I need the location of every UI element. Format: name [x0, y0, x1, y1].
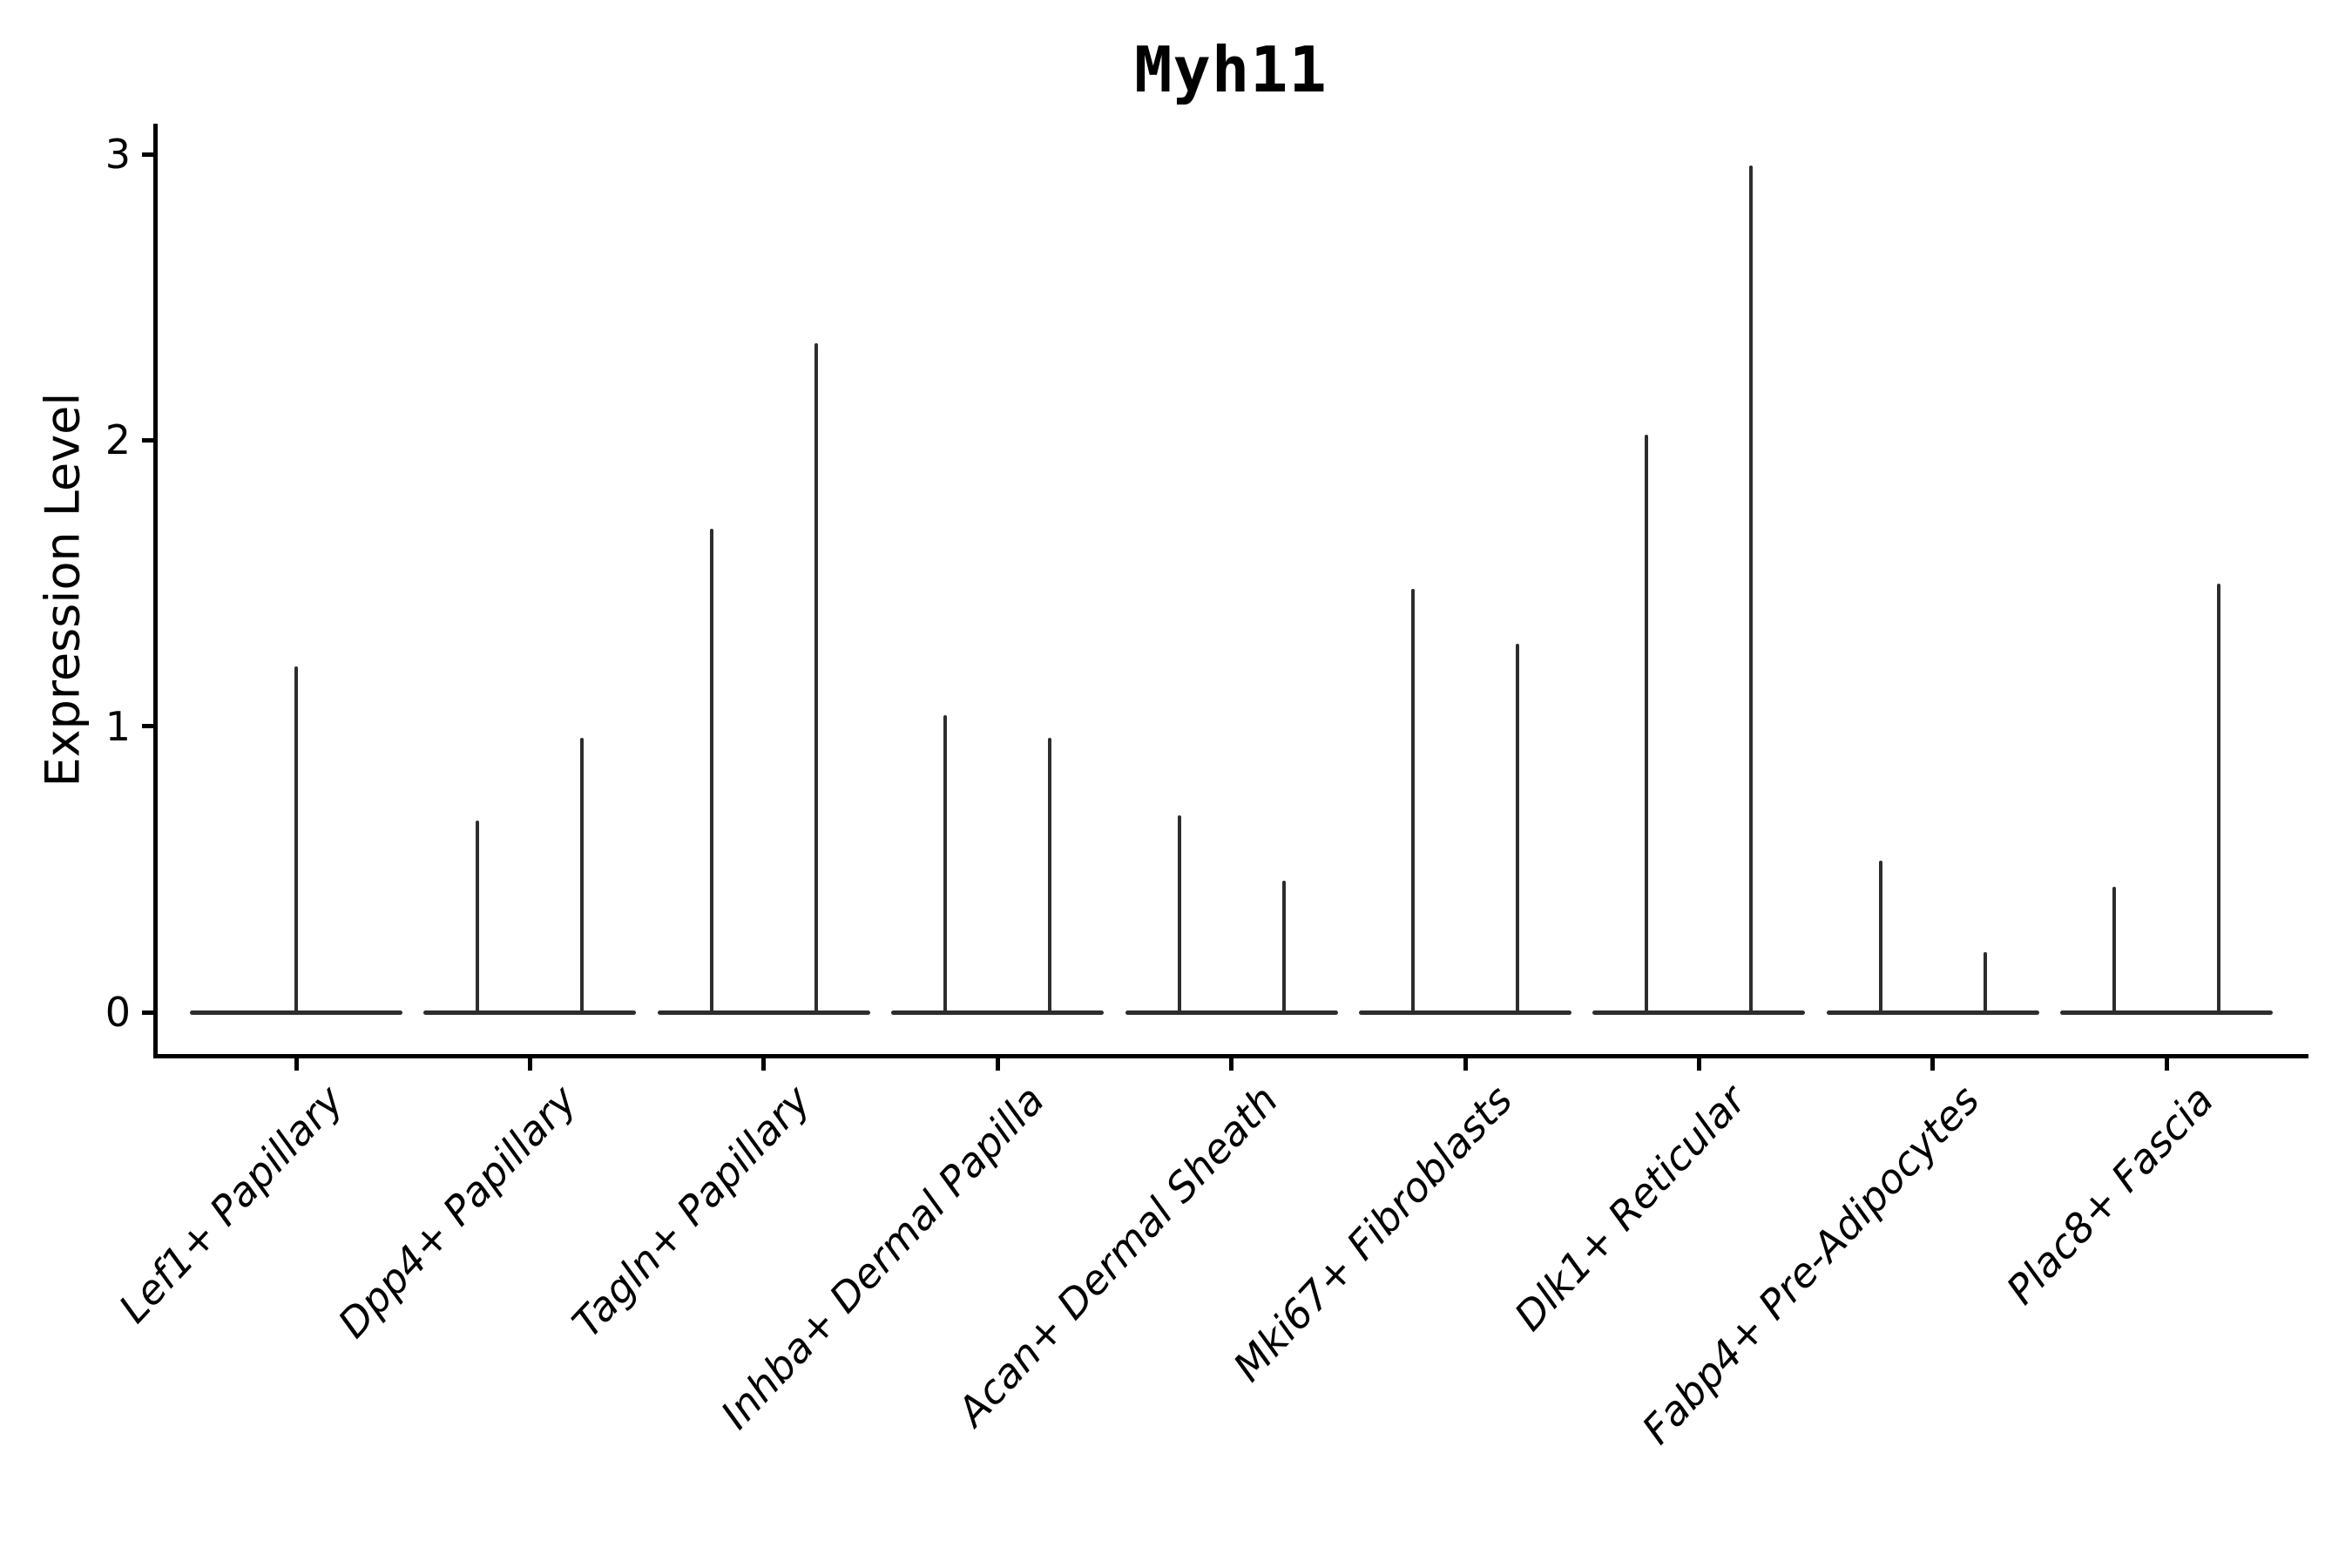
violin-baseline	[891, 1010, 1105, 1015]
violin-spike	[580, 737, 585, 1015]
violin-spike	[1749, 166, 1754, 1015]
x-tick-label: Lef1+ Papillary	[109, 1076, 353, 1332]
violin-baseline	[1125, 1010, 1338, 1015]
violin-spike	[943, 714, 948, 1015]
violin-baseline	[1359, 1010, 1571, 1015]
y-tick-label: 2	[105, 416, 131, 464]
x-axis-line	[153, 1054, 2308, 1058]
x-tick-label: Dpp4+ Papillary	[328, 1076, 586, 1348]
x-tick-mark	[527, 1058, 532, 1071]
x-tick-label: Plac8+ Fascia	[1997, 1076, 2223, 1314]
x-tick-label: Dlk1+ Reticular	[1504, 1076, 1755, 1340]
y-tick-mark	[142, 152, 156, 157]
violin-spike	[1411, 589, 1415, 1015]
chart-title: Myh11	[1134, 33, 1328, 106]
violin-spike	[1281, 881, 1286, 1015]
violin-spike	[814, 342, 818, 1015]
violin-spike	[1645, 434, 1649, 1015]
violin-spike	[1516, 643, 1519, 1015]
x-tick-mark	[761, 1058, 767, 1071]
x-tick-mark	[2164, 1058, 2169, 1071]
x-tick-mark	[1696, 1058, 1701, 1071]
violin-spike	[2112, 886, 2117, 1015]
x-tick-mark	[995, 1058, 1000, 1071]
y-tick-label: 1	[105, 702, 131, 750]
violin-baseline	[2060, 1010, 2274, 1015]
violin-spike	[1878, 861, 1882, 1015]
violin-spike	[709, 529, 713, 1015]
x-tick-mark	[1463, 1058, 1468, 1071]
y-tick-label: 3	[105, 131, 131, 179]
violin-spike	[1983, 952, 1987, 1015]
y-tick-label: 0	[105, 989, 131, 1036]
violin-baseline	[1826, 1010, 2039, 1015]
violin-spike	[1048, 737, 1052, 1015]
violin-baseline	[423, 1010, 637, 1015]
violin-spike	[294, 666, 298, 1015]
y-tick-mark	[142, 1010, 156, 1015]
violin-baseline	[657, 1010, 870, 1015]
x-tick-label: Tagln+ Papillary	[563, 1076, 820, 1347]
x-tick-mark	[294, 1058, 299, 1071]
violin-spike	[1177, 814, 1181, 1015]
violin-baseline	[1592, 1010, 1806, 1015]
y-tick-mark	[142, 437, 156, 443]
y-axis-line	[153, 124, 158, 1058]
violin-spike	[476, 821, 480, 1015]
x-tick-mark	[1930, 1058, 1936, 1071]
x-tick-mark	[1229, 1058, 1234, 1071]
violin-spike	[2217, 583, 2221, 1015]
y-tick-mark	[142, 724, 156, 729]
